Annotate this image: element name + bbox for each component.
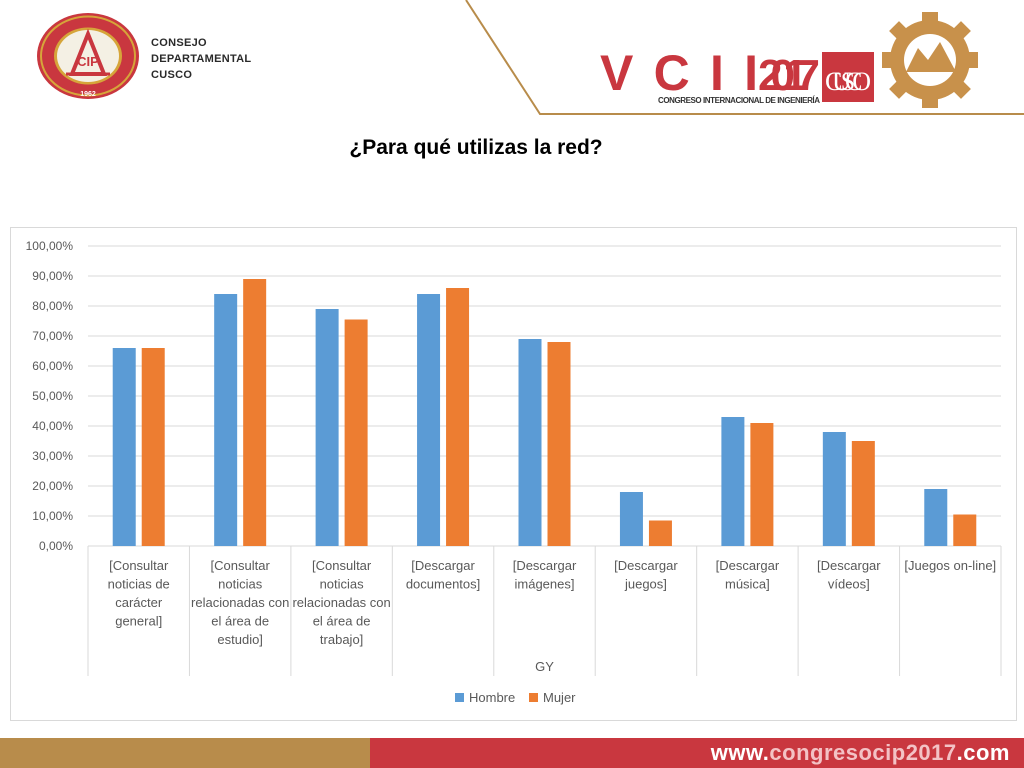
event-mark: VCII bbox=[600, 45, 755, 101]
slide-header: CIP 1962 CONSEJO DEPARTAMENTAL CUSCO VCI… bbox=[0, 0, 1024, 118]
x-category-label-line: [Descargar bbox=[716, 558, 780, 573]
x-category-label-line: relacionadas con bbox=[191, 595, 289, 610]
x-category-label-line: música] bbox=[725, 577, 770, 592]
footer-url-mid: congresocip2017 bbox=[769, 740, 957, 765]
x-category-label: [Consultar noticias relacionadas con el áre… bbox=[292, 558, 390, 647]
x-axis-title: GY bbox=[535, 659, 554, 674]
x-category-label-line: [Descargar bbox=[817, 558, 881, 573]
y-tick-label: 30,00% bbox=[32, 449, 73, 463]
footer-url-suffix: .com bbox=[956, 740, 1010, 765]
bar-hombre bbox=[822, 432, 846, 546]
org-line: CONSEJO bbox=[151, 37, 207, 49]
y-tick-label: 90,00% bbox=[32, 269, 73, 283]
y-tick-label: 100,00% bbox=[26, 239, 74, 253]
bar-hombre bbox=[214, 294, 238, 546]
x-category-label-line: documentos] bbox=[406, 577, 480, 592]
legend-label: Mujer bbox=[543, 690, 576, 705]
footer-gold-band bbox=[0, 738, 370, 768]
bar-hombre bbox=[112, 348, 136, 546]
bar-hombre bbox=[619, 492, 643, 546]
x-category-label-line: [Descargar bbox=[614, 558, 678, 573]
slide-footer: www.congresocip2017.com bbox=[0, 738, 1024, 768]
x-category-label: [Descargar juegos] bbox=[614, 558, 678, 592]
y-tick-label: 0,00% bbox=[39, 539, 73, 553]
x-category-label-line: imágenes] bbox=[515, 577, 575, 592]
bar-mujer bbox=[243, 279, 267, 546]
y-tick-label: 50,00% bbox=[32, 389, 73, 403]
org-line: CUSCO bbox=[151, 69, 193, 81]
seal-year: 1962 bbox=[80, 91, 96, 98]
cip-seal-logo: CIP 1962 bbox=[37, 13, 139, 99]
footer-red-band bbox=[370, 738, 1024, 768]
x-category-label: [Descargar vídeos] bbox=[817, 558, 881, 592]
bar-hombre bbox=[315, 309, 339, 546]
event-logo: VCII 2017 CUSCO CONGRESO INTERNACIONAL D… bbox=[600, 12, 978, 108]
x-category-label-line: general] bbox=[115, 614, 162, 629]
x-category-label-line: el área de bbox=[211, 614, 269, 629]
seal-mark: CIP bbox=[77, 54, 99, 69]
x-category-label-line: noticias de bbox=[108, 577, 170, 592]
y-tick-label: 60,00% bbox=[32, 359, 73, 373]
bar-chart: 0,00% 10,00% 20,00% 30,00% 40,00% 50,00% 60,00… bbox=[26, 239, 1002, 705]
bar-mujer bbox=[648, 520, 672, 546]
x-category-label-line: el área de bbox=[313, 614, 371, 629]
bar-hombre bbox=[924, 489, 948, 546]
x-category-label-line: [Consultar bbox=[109, 558, 169, 573]
y-tick-label: 10,00% bbox=[32, 509, 73, 523]
y-tick-label: 40,00% bbox=[32, 419, 73, 433]
x-category-label-line: [Consultar bbox=[312, 558, 372, 573]
org-name: CONSEJO DEPARTAMENTAL CUSCO bbox=[151, 35, 251, 83]
x-category-label-line: vídeos] bbox=[828, 577, 870, 592]
gear-icon bbox=[882, 12, 978, 108]
chart-container: 0,00% 10,00% 20,00% 30,00% 40,00% 50,00% 60,00… bbox=[10, 227, 1017, 721]
x-category-label: [Descargar documentos] bbox=[406, 558, 480, 592]
footer-url[interactable]: www.congresocip2017.com bbox=[711, 740, 1010, 766]
bar-mujer bbox=[344, 319, 368, 546]
x-category-label: [Descargar música] bbox=[716, 558, 780, 592]
x-category-label-line: relacionadas con bbox=[292, 595, 390, 610]
org-line: DEPARTAMENTAL bbox=[151, 53, 252, 65]
x-category-label-line: [Descargar bbox=[513, 558, 577, 573]
legend-swatch bbox=[529, 693, 538, 702]
bar-mujer bbox=[141, 348, 165, 546]
legend-swatch bbox=[455, 693, 464, 702]
y-tick-label: 20,00% bbox=[32, 479, 73, 493]
event-subtitle: CONGRESO INTERNACIONAL DE INGENIERÍA bbox=[658, 96, 820, 105]
bar-hombre bbox=[417, 294, 441, 546]
bar-mujer bbox=[851, 441, 875, 546]
x-category-label-line: [Descargar bbox=[411, 558, 475, 573]
x-category-label: [Consultar noticias relacionadas con el áre… bbox=[191, 558, 289, 647]
x-category-label-line: noticias bbox=[218, 577, 263, 592]
x-category-label-line: carácter bbox=[115, 595, 163, 610]
bar-hombre bbox=[518, 339, 542, 546]
x-category-label-line: trabajo] bbox=[320, 632, 363, 647]
footer-url-prefix: www. bbox=[710, 740, 770, 765]
y-tick-label: 80,00% bbox=[32, 299, 73, 313]
event-year: 2017 bbox=[758, 51, 820, 100]
slide-title: ¿Para qué utilizas la red? bbox=[0, 136, 1024, 160]
legend-label: Hombre bbox=[469, 690, 515, 705]
x-category-label: [Descargar imágenes] bbox=[513, 558, 577, 592]
slide-title-text: ¿Para qué utilizas la red? bbox=[349, 136, 603, 159]
bar-mujer bbox=[750, 423, 774, 546]
x-category-label: [Consultar noticias de carácter general] bbox=[108, 558, 170, 629]
bar-mujer bbox=[547, 342, 571, 546]
event-city: CUSCO bbox=[825, 67, 871, 96]
x-category-label-line: estudio] bbox=[217, 632, 263, 647]
header-divider-line bbox=[465, 0, 1024, 115]
y-tick-label: 70,00% bbox=[32, 329, 73, 343]
x-category-label-line: juegos] bbox=[624, 577, 667, 592]
x-category-label-line: [Juegos on-line] bbox=[904, 558, 996, 573]
x-category-label-line: noticias bbox=[320, 577, 365, 592]
bar-mujer bbox=[953, 514, 977, 546]
x-category-label: [Juegos on-line] bbox=[904, 558, 996, 573]
x-category-label-line: [Consultar bbox=[211, 558, 271, 573]
bar-hombre bbox=[721, 417, 745, 546]
bar-mujer bbox=[446, 288, 470, 546]
